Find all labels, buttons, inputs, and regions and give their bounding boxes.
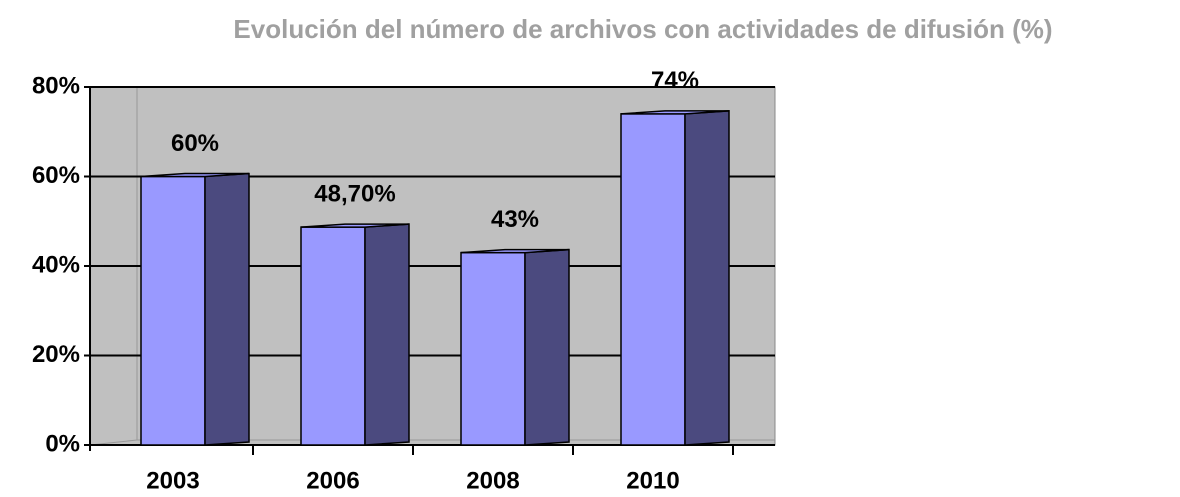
y-tick-label: 80% bbox=[32, 72, 80, 99]
x-tick-label: 2010 bbox=[626, 467, 679, 494]
x-tick-label: 2008 bbox=[466, 467, 519, 494]
value-label: 43% bbox=[491, 206, 539, 233]
value-label: 48,70% bbox=[314, 180, 395, 207]
bar-top bbox=[300, 223, 410, 228]
value-label: 74% bbox=[651, 67, 699, 94]
bar bbox=[300, 226, 366, 446]
x-tick-label: 2006 bbox=[306, 467, 359, 494]
y-tick-label: 0% bbox=[45, 430, 80, 457]
bar-top bbox=[460, 248, 570, 254]
bar-side bbox=[364, 223, 410, 446]
bar bbox=[620, 113, 686, 446]
value-label: 60% bbox=[171, 130, 219, 157]
x-tick-label: 2003 bbox=[146, 467, 199, 494]
chart-title: Evolución del número de archivos con act… bbox=[233, 14, 1052, 44]
y-tick-label: 40% bbox=[32, 251, 80, 278]
y-tick-label: 20% bbox=[32, 341, 80, 368]
bar-side bbox=[524, 248, 570, 446]
bar-top bbox=[140, 172, 250, 178]
bar-side bbox=[204, 172, 250, 446]
bar-top bbox=[620, 110, 730, 115]
bar bbox=[460, 251, 526, 446]
bar-side bbox=[684, 110, 730, 446]
bar bbox=[140, 175, 206, 446]
y-tick-label: 60% bbox=[32, 162, 80, 189]
